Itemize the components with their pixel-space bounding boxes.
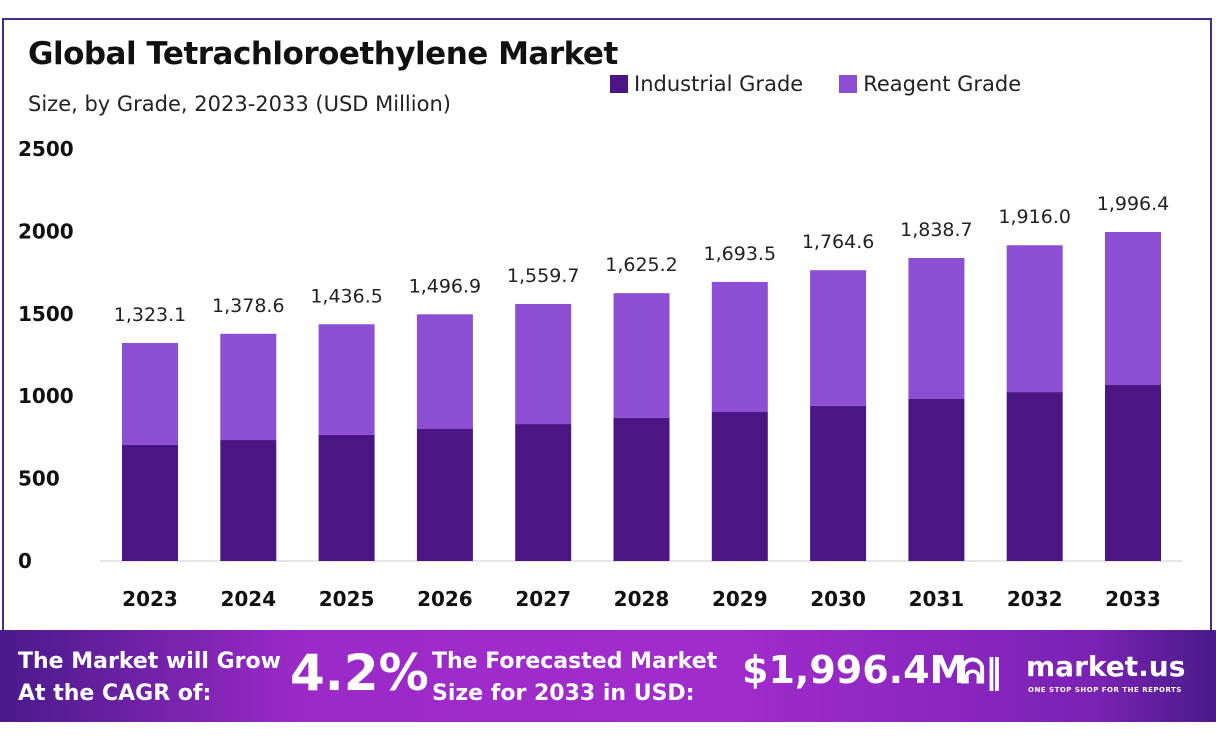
x-tick-label: 2026 bbox=[417, 587, 473, 611]
x-tick-label: 2029 bbox=[712, 587, 768, 611]
bar-reagent-2032 bbox=[1006, 245, 1063, 393]
bar-reagent-2030 bbox=[810, 270, 867, 406]
x-tick-label: 2027 bbox=[515, 587, 571, 611]
bar-industrial-2032 bbox=[1006, 392, 1063, 561]
data-label: 1,323.1 bbox=[114, 304, 187, 326]
y-tick-label: 1000 bbox=[18, 384, 74, 408]
bar-industrial-2031 bbox=[908, 399, 965, 561]
data-label: 1,625.2 bbox=[605, 254, 678, 276]
bar-chart: 0 500 1000 1500 2000 2500 1,323.1 2023 1,378.6 20… bbox=[18, 137, 1183, 611]
bar-industrial-2029 bbox=[711, 412, 768, 561]
legend-item-industrial: Industrial Grade bbox=[610, 72, 803, 96]
bar-industrial-2023 bbox=[122, 444, 178, 561]
y-tick-label: 1500 bbox=[18, 302, 74, 326]
brand-tagline: ONE STOP SHOP FOR THE REPORTS bbox=[1028, 686, 1182, 694]
bar-reagent-2028 bbox=[613, 293, 670, 418]
market-us-logo-icon: ᕱ‖ bbox=[960, 652, 1003, 692]
forecast-label: The Forecasted Market Size for 2033 in US… bbox=[432, 646, 717, 710]
chart-title: Global Tetrachloroethylene Market bbox=[28, 36, 618, 72]
bar-reagent-2026 bbox=[416, 314, 473, 429]
chart-subtitle: Size, by Grade, 2023-2033 (USD Million) bbox=[28, 92, 451, 116]
cagr-label: The Market will Grow At the CAGR of: bbox=[18, 646, 281, 710]
footer-banner: The Market will Grow At the CAGR of: 4.2%… bbox=[0, 630, 1216, 722]
brand-name: market.us bbox=[1026, 650, 1186, 683]
y-tick-label: 0 bbox=[18, 549, 32, 573]
bar-reagent-2029 bbox=[711, 281, 768, 413]
bar-industrial-2025 bbox=[318, 434, 375, 561]
data-label: 1,764.6 bbox=[802, 231, 875, 253]
chart-frame bbox=[2, 18, 1212, 718]
bar-industrial-2033 bbox=[1105, 384, 1161, 561]
cagr-value: 4.2% bbox=[290, 644, 429, 702]
bar-industrial-2028 bbox=[613, 417, 670, 561]
legend-label: Reagent Grade bbox=[863, 72, 1022, 96]
x-tick-label: 2031 bbox=[909, 587, 965, 611]
data-label: 1,996.4 bbox=[1097, 193, 1170, 215]
data-label: 1,559.7 bbox=[507, 265, 580, 287]
legend-swatch bbox=[839, 75, 858, 93]
bar-reagent-2027 bbox=[515, 303, 572, 425]
forecast-label-line: Size for 2033 in USD: bbox=[432, 681, 695, 706]
bar-industrial-2026 bbox=[416, 428, 473, 561]
x-tick-label: 2030 bbox=[810, 587, 866, 611]
x-tick-label: 2033 bbox=[1105, 587, 1161, 611]
bar-reagent-2024 bbox=[220, 333, 277, 441]
bar-reagent-2031 bbox=[908, 257, 965, 400]
legend: Industrial Grade Reagent Grade bbox=[610, 72, 1021, 96]
x-tick-label: 2032 bbox=[1007, 587, 1063, 611]
legend-swatch bbox=[610, 75, 628, 93]
data-label: 1,916.0 bbox=[998, 206, 1071, 228]
legend-label: Industrial Grade bbox=[634, 72, 804, 96]
bar-reagent-2025 bbox=[318, 324, 375, 435]
bar-industrial-2030 bbox=[810, 405, 867, 561]
data-label: 1,496.9 bbox=[409, 275, 482, 297]
data-label: 1,693.5 bbox=[704, 243, 777, 265]
x-tick-label: 2028 bbox=[614, 587, 670, 611]
bar-reagent-2023 bbox=[122, 342, 178, 445]
bar-industrial-2024 bbox=[220, 440, 277, 561]
x-tick-label: 2024 bbox=[220, 587, 276, 611]
bar-reagent-2033 bbox=[1105, 231, 1161, 385]
y-tick-label: 2000 bbox=[18, 219, 74, 243]
cagr-label-line: The Market will Grow bbox=[18, 649, 281, 674]
data-label: 1,378.6 bbox=[212, 295, 285, 317]
data-label: 1,436.5 bbox=[310, 285, 383, 307]
bar-industrial-2027 bbox=[515, 424, 572, 561]
y-tick-label: 500 bbox=[18, 467, 60, 491]
y-tick-label: 2500 bbox=[18, 137, 74, 161]
forecast-label-line: The Forecasted Market bbox=[432, 649, 718, 674]
x-tick-label: 2023 bbox=[122, 587, 178, 611]
data-label: 1,838.7 bbox=[900, 219, 973, 241]
x-tick-label: 2025 bbox=[319, 587, 375, 611]
forecast-value: $1,996.4M bbox=[742, 648, 968, 692]
cagr-label-line: At the CAGR of: bbox=[18, 681, 212, 706]
legend-item-reagent: Reagent Grade bbox=[839, 72, 1021, 96]
